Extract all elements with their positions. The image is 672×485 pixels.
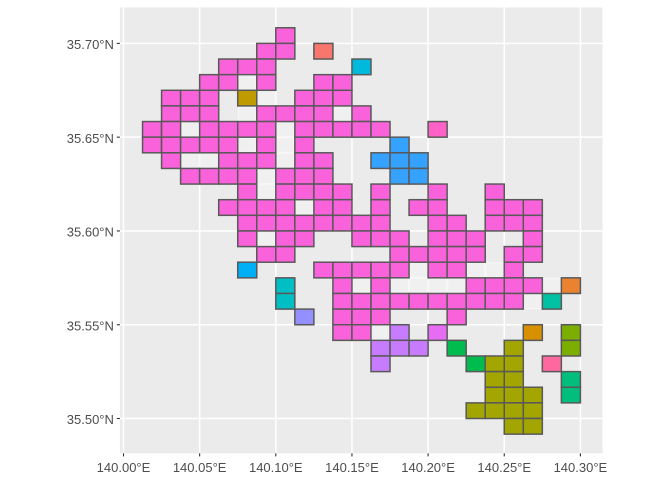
svg-text:140.10°E: 140.10°E	[249, 460, 303, 475]
svg-text:35.65°N: 35.65°N	[67, 131, 114, 146]
svg-text:140.30°E: 140.30°E	[554, 460, 608, 475]
svg-text:140.15°E: 140.15°E	[325, 460, 379, 475]
svg-text:35.60°N: 35.60°N	[67, 225, 114, 240]
svg-text:140.25°E: 140.25°E	[477, 460, 531, 475]
svg-text:35.70°N: 35.70°N	[67, 37, 114, 52]
svg-text:140.05°E: 140.05°E	[173, 460, 227, 475]
svg-text:35.55°N: 35.55°N	[67, 318, 114, 333]
svg-text:35.50°N: 35.50°N	[67, 412, 114, 427]
svg-text:140.20°E: 140.20°E	[401, 460, 455, 475]
svg-text:140.00°E: 140.00°E	[97, 460, 151, 475]
